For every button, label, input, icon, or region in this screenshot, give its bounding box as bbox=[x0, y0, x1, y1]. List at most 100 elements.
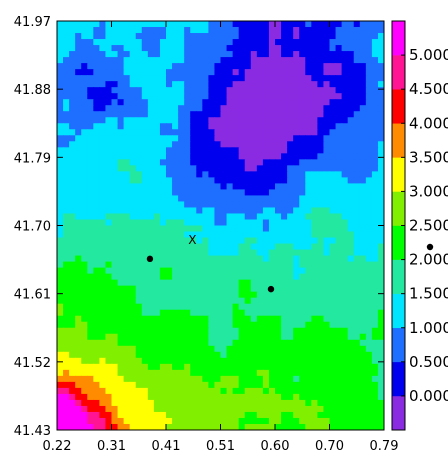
contour-cell bbox=[281, 267, 288, 275]
contour-cell bbox=[244, 417, 252, 425]
contour-cell bbox=[166, 147, 173, 154]
contour-cell bbox=[268, 207, 276, 215]
contour-cell bbox=[305, 45, 312, 52]
contour-cell bbox=[153, 183, 161, 191]
contour-cell bbox=[105, 303, 113, 311]
contour-cell bbox=[220, 261, 228, 269]
contour-cell bbox=[275, 81, 282, 88]
contour-cell bbox=[153, 159, 161, 166]
contour-cell bbox=[365, 63, 373, 70]
contour-cell bbox=[57, 249, 64, 257]
contour-cell bbox=[166, 273, 173, 281]
contour-cell bbox=[250, 45, 258, 52]
contour-cell bbox=[147, 375, 155, 383]
contour-cell bbox=[111, 387, 119, 395]
contour-cell bbox=[99, 249, 107, 257]
contour-cell bbox=[365, 417, 373, 425]
contour-cell bbox=[63, 267, 70, 275]
contour-cell bbox=[262, 33, 270, 40]
contour-cell bbox=[232, 147, 240, 154]
contour-cell bbox=[93, 123, 100, 130]
contour-cell bbox=[293, 75, 300, 82]
contour-cell bbox=[323, 45, 331, 52]
contour-cell bbox=[311, 339, 318, 347]
contour-cell bbox=[220, 411, 228, 419]
contour-cell bbox=[184, 135, 191, 142]
contour-cell bbox=[196, 183, 203, 191]
contour-cell bbox=[129, 45, 137, 52]
contour-cell bbox=[166, 201, 173, 209]
contour-cell bbox=[268, 423, 276, 430]
x-tick-label: 0.41 bbox=[152, 439, 181, 454]
contour-cell bbox=[172, 219, 179, 227]
contour-cell bbox=[359, 93, 367, 100]
contour-cell bbox=[208, 57, 216, 64]
contour-cell bbox=[69, 291, 76, 299]
contour-cell bbox=[262, 51, 270, 58]
contour-cell bbox=[359, 237, 367, 245]
contour-cell bbox=[250, 171, 258, 178]
colorbar: 0.0000.5001.0001.5002.0002.5003.0003.500… bbox=[391, 20, 448, 431]
contour-cell bbox=[256, 123, 264, 130]
contour-cell bbox=[129, 99, 137, 106]
contour-cell bbox=[244, 237, 252, 245]
contour-cell bbox=[153, 165, 161, 172]
contour-cell bbox=[353, 105, 361, 112]
contour-cell bbox=[335, 135, 343, 142]
contour-cell bbox=[311, 45, 318, 52]
contour-cell bbox=[353, 207, 361, 215]
contour-cell bbox=[129, 27, 137, 34]
contour-cell bbox=[123, 147, 131, 154]
contour-cell bbox=[105, 87, 113, 94]
contour-cell bbox=[178, 81, 185, 88]
contour-cell bbox=[202, 345, 209, 353]
contour-cell bbox=[178, 111, 185, 118]
contour-cell bbox=[172, 279, 179, 287]
contour-cell bbox=[105, 231, 113, 239]
contour-cell bbox=[299, 27, 306, 34]
contour-cell bbox=[190, 303, 197, 311]
contour-cell bbox=[281, 249, 288, 257]
contour-cell bbox=[135, 195, 143, 203]
contour-cell bbox=[311, 255, 318, 263]
contour-cell bbox=[244, 99, 252, 106]
contour-cell bbox=[220, 213, 228, 221]
contour-cell bbox=[159, 147, 167, 154]
contour-cell bbox=[323, 363, 331, 371]
contour-cell bbox=[329, 279, 337, 287]
contour-cell bbox=[353, 381, 361, 389]
contour-cell bbox=[323, 213, 331, 221]
contour-cell bbox=[341, 291, 349, 299]
contour-cell bbox=[329, 369, 337, 377]
contour-cell bbox=[275, 321, 282, 329]
contour-cell bbox=[238, 381, 246, 389]
contour-cell bbox=[105, 135, 113, 142]
contour-cell bbox=[293, 279, 300, 287]
contour-cell bbox=[184, 285, 191, 293]
colorbar-tick-label: 1.500 bbox=[409, 285, 448, 303]
contour-cell bbox=[99, 51, 107, 58]
contour-cell bbox=[299, 423, 306, 430]
contour-cell bbox=[287, 219, 294, 227]
contour-cell bbox=[87, 171, 94, 178]
contour-cell bbox=[329, 357, 337, 365]
contour-cell bbox=[178, 45, 185, 52]
contour-cell bbox=[208, 207, 216, 215]
contour-cell bbox=[135, 273, 143, 281]
contour-cell bbox=[141, 69, 149, 76]
contour-cell bbox=[166, 285, 173, 293]
contour-cell bbox=[256, 183, 264, 191]
contour-cell bbox=[226, 219, 234, 227]
contour-cell bbox=[208, 417, 216, 425]
contour-cell bbox=[226, 357, 234, 365]
contour-cell bbox=[117, 153, 125, 160]
contour-cell bbox=[147, 231, 155, 239]
contour-cell bbox=[81, 51, 88, 58]
contour-cell bbox=[323, 165, 331, 172]
contour-cell bbox=[93, 105, 100, 112]
contour-cell bbox=[81, 255, 88, 263]
contour-cell bbox=[250, 189, 258, 197]
contour-cell bbox=[232, 321, 240, 329]
contour-cell bbox=[117, 375, 125, 383]
colorbar-level-swatch bbox=[392, 225, 405, 260]
